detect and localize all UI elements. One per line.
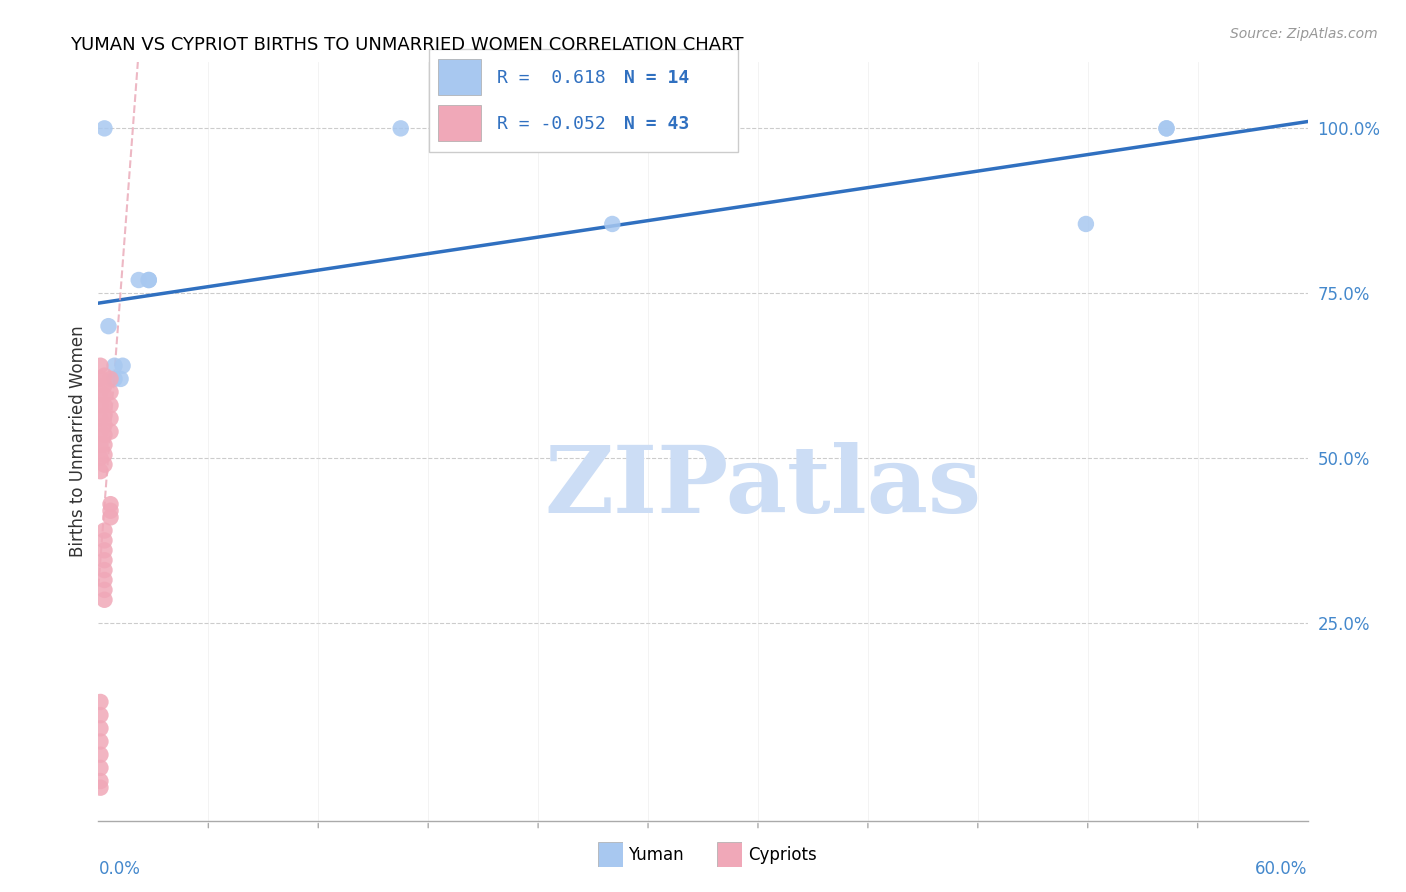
Point	[138, 273, 160, 287]
FancyBboxPatch shape	[439, 105, 481, 141]
Point	[100, 385, 122, 400]
Point	[93, 524, 115, 538]
Point	[89, 359, 111, 373]
Text: N = 14: N = 14	[624, 69, 689, 87]
Point	[89, 385, 111, 400]
Point	[100, 497, 122, 511]
Point	[100, 504, 122, 518]
Point	[89, 438, 111, 452]
Text: Yuman: Yuman	[628, 846, 685, 863]
Text: Cypriots: Cypriots	[748, 846, 817, 863]
Point	[93, 368, 115, 383]
Point	[110, 372, 132, 386]
FancyBboxPatch shape	[439, 60, 481, 95]
Point	[103, 359, 125, 373]
Point	[89, 464, 111, 478]
Point	[100, 510, 122, 524]
FancyBboxPatch shape	[429, 49, 738, 152]
Point	[100, 411, 122, 425]
Point	[103, 372, 125, 386]
Point	[93, 543, 115, 558]
Point	[93, 378, 115, 392]
Point	[602, 217, 624, 231]
Point	[93, 121, 115, 136]
Point	[138, 273, 160, 287]
Point	[93, 408, 115, 422]
Text: YUMAN VS CYPRIOT BIRTHS TO UNMARRIED WOMEN CORRELATION CHART: YUMAN VS CYPRIOT BIRTHS TO UNMARRIED WOM…	[70, 36, 744, 54]
Point	[93, 388, 115, 402]
Point	[100, 372, 122, 386]
Point	[93, 448, 115, 462]
Point	[93, 418, 115, 433]
Point	[93, 428, 115, 442]
Point	[1074, 217, 1097, 231]
Point	[1156, 121, 1178, 136]
Point	[89, 695, 111, 709]
Point	[89, 761, 111, 775]
Point	[89, 450, 111, 465]
Text: R = -0.052: R = -0.052	[496, 115, 606, 133]
Text: 60.0%: 60.0%	[1256, 860, 1308, 879]
Point	[111, 359, 134, 373]
Point	[89, 774, 111, 789]
Point	[93, 563, 115, 577]
Point	[100, 425, 122, 439]
Point	[100, 398, 122, 412]
Point	[97, 319, 120, 334]
Point	[93, 398, 115, 412]
Point	[89, 734, 111, 748]
Y-axis label: Births to Unmarried Women: Births to Unmarried Women	[69, 326, 87, 558]
Point	[89, 411, 111, 425]
Point	[128, 273, 150, 287]
Point	[93, 582, 115, 597]
Point	[93, 553, 115, 567]
Point	[93, 533, 115, 548]
Point	[89, 708, 111, 723]
Text: N = 43: N = 43	[624, 115, 689, 133]
Point	[93, 573, 115, 587]
Point	[389, 121, 412, 136]
Point	[93, 458, 115, 472]
Point	[1156, 121, 1178, 136]
Text: R =  0.618: R = 0.618	[496, 69, 606, 87]
Point	[89, 372, 111, 386]
Point	[89, 722, 111, 736]
Point	[89, 425, 111, 439]
Text: Source: ZipAtlas.com: Source: ZipAtlas.com	[1230, 27, 1378, 41]
Point	[89, 747, 111, 762]
Point	[93, 592, 115, 607]
Text: ZIPatlas: ZIPatlas	[546, 442, 981, 532]
Text: 0.0%: 0.0%	[98, 860, 141, 879]
Point	[89, 780, 111, 795]
Point	[89, 398, 111, 412]
Point	[93, 438, 115, 452]
